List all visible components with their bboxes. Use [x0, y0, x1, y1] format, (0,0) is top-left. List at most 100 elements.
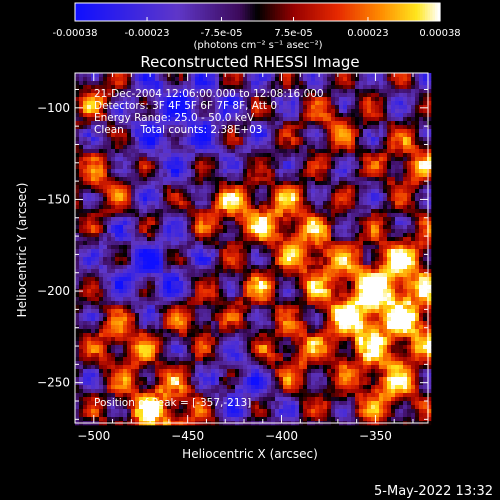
- heatmap-cell: [111, 253, 116, 258]
- heatmap-cell: [371, 105, 376, 110]
- heatmap-cell: [171, 121, 176, 126]
- heatmap-cell: [131, 77, 136, 82]
- heatmap-cell: [291, 85, 296, 90]
- heatmap-cell: [271, 241, 276, 246]
- heatmap-cell: [307, 257, 312, 262]
- heatmap-cell: [83, 97, 88, 102]
- heatmap-cell: [79, 137, 84, 142]
- heatmap-cell: [255, 209, 260, 214]
- heatmap-cell: [279, 109, 284, 114]
- heatmap-cell: [367, 273, 372, 278]
- heatmap-cell: [111, 233, 116, 238]
- heatmap-cell: [123, 97, 128, 102]
- heatmap-cell: [279, 189, 284, 194]
- heatmap-cell: [239, 157, 244, 162]
- heatmap-cell: [395, 125, 400, 130]
- heatmap-cell: [147, 197, 152, 202]
- heatmap-cell: [215, 285, 220, 290]
- colorbar-cell: [82, 3, 86, 21]
- heatmap-cell: [167, 285, 172, 290]
- heatmap-cell: [91, 217, 96, 222]
- heatmap-cell: [243, 257, 248, 262]
- heatmap-cell: [135, 221, 140, 226]
- heatmap-cell: [79, 117, 84, 122]
- heatmap-cell: [75, 257, 80, 262]
- heatmap-cell: [323, 81, 328, 86]
- heatmap-cell: [199, 173, 204, 178]
- heatmap-cell: [219, 113, 224, 118]
- heatmap-cell: [347, 89, 352, 94]
- heatmap-cell: [267, 221, 272, 226]
- heatmap-cell: [379, 125, 384, 130]
- heatmap-cell: [403, 205, 408, 210]
- heatmap-cell: [159, 157, 164, 162]
- heatmap-cell: [419, 205, 424, 210]
- heatmap-cell: [343, 281, 348, 286]
- heatmap-cell: [147, 217, 152, 222]
- heatmap-cell: [303, 213, 308, 218]
- heatmap-cell: [291, 141, 296, 146]
- heatmap-cell: [111, 85, 116, 90]
- heatmap-cell: [195, 121, 200, 126]
- heatmap-cell: [419, 101, 424, 106]
- heatmap-cell: [291, 285, 296, 290]
- heatmap-cell: [207, 181, 212, 186]
- heatmap-cell: [315, 101, 320, 106]
- heatmap-cell: [127, 185, 132, 190]
- heatmap-cell: [295, 157, 300, 162]
- heatmap-cell: [379, 221, 384, 226]
- heatmap-cell: [255, 237, 260, 242]
- heatmap-cell: [231, 97, 236, 102]
- heatmap-cell: [331, 157, 336, 162]
- heatmap-cell: [127, 233, 132, 238]
- heatmap-cell: [231, 137, 236, 142]
- heatmap-cell: [123, 113, 128, 118]
- heatmap-cell: [155, 265, 160, 270]
- heatmap-cell: [427, 273, 432, 278]
- heatmap-cell: [411, 237, 416, 242]
- heatmap-cell: [267, 157, 272, 162]
- heatmap-cell: [79, 229, 84, 234]
- heatmap-cell: [395, 265, 400, 270]
- heatmap-cell: [195, 257, 200, 262]
- heatmap-cell: [115, 257, 120, 262]
- heatmap-cell: [351, 281, 356, 286]
- heatmap-cell: [159, 77, 164, 82]
- heatmap-cell: [335, 177, 340, 182]
- heatmap-cell: [411, 193, 416, 198]
- heatmap-cell: [315, 201, 320, 206]
- heatmap-cell: [423, 269, 428, 274]
- heatmap-cell: [403, 173, 408, 178]
- heatmap-cell: [427, 213, 432, 218]
- heatmap-cell: [311, 217, 316, 222]
- heatmap-cell: [271, 125, 276, 130]
- heatmap-cell: [239, 165, 244, 170]
- heatmap-cell: [215, 77, 220, 82]
- heatmap-cell: [407, 273, 412, 278]
- heatmap-cell: [123, 221, 128, 226]
- heatmap-cell: [119, 121, 124, 126]
- heatmap-cell: [147, 201, 152, 206]
- heatmap-cell: [163, 125, 168, 130]
- heatmap-cell: [123, 273, 128, 278]
- heatmap-cell: [331, 105, 336, 110]
- heatmap-cell: [319, 233, 324, 238]
- heatmap-cell: [131, 269, 136, 274]
- heatmap-cell: [355, 153, 360, 158]
- heatmap-cell: [167, 185, 172, 190]
- heatmap-cell: [127, 161, 132, 166]
- heatmap-cell: [199, 249, 204, 254]
- heatmap-cell: [163, 217, 168, 222]
- heatmap-cell: [135, 73, 140, 78]
- heatmap-cell: [171, 157, 176, 162]
- heatmap-cell: [143, 273, 148, 278]
- heatmap-cell: [299, 173, 304, 178]
- heatmap-cell: [351, 205, 356, 210]
- heatmap-cell: [411, 121, 416, 126]
- heatmap-cell: [303, 161, 308, 166]
- heatmap-cell: [199, 217, 204, 222]
- heatmap-cell: [291, 245, 296, 250]
- heatmap-cell: [299, 185, 304, 190]
- heatmap-cell: [339, 245, 344, 250]
- heatmap-cell: [335, 141, 340, 146]
